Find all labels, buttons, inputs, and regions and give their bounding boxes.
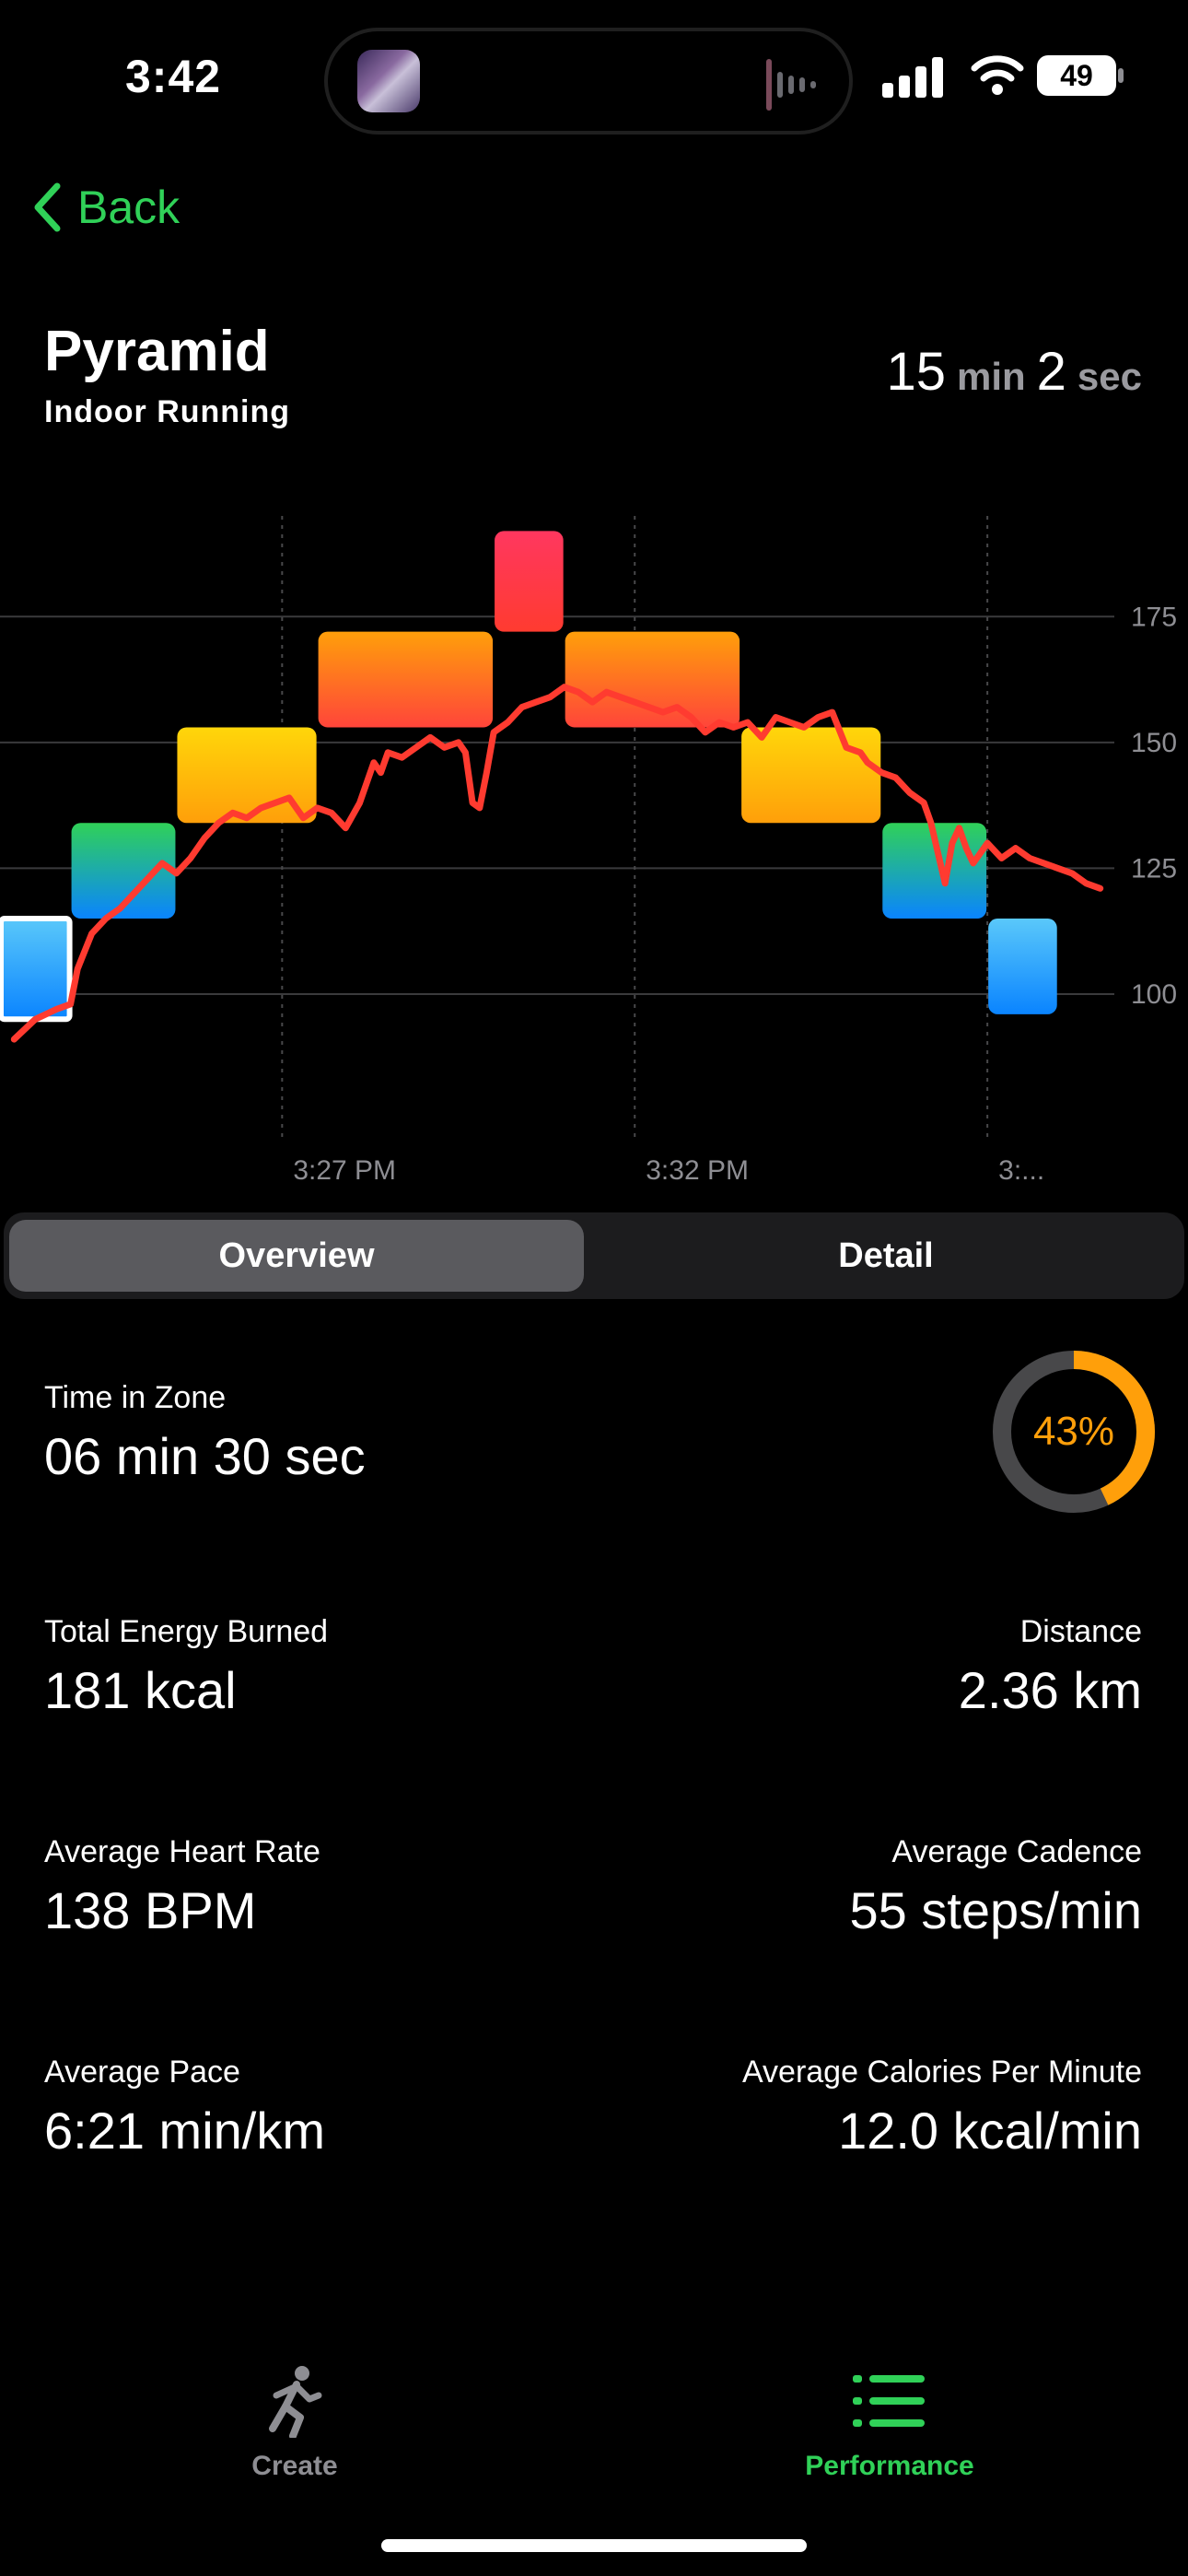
now-playing-artwork[interactable] xyxy=(357,50,420,112)
pace-label: Average Pace xyxy=(44,2055,240,2090)
x-tick-label: 3:... xyxy=(998,1155,1044,1186)
workout-duration: 15 min 2 sec xyxy=(886,341,1142,403)
zone-percent-text: 43% xyxy=(1032,1409,1115,1454)
battery-indicator: 49 xyxy=(1037,55,1125,96)
y-tick-label: 125 xyxy=(1131,853,1177,884)
avg-hr-value: 138 BPM xyxy=(44,1881,257,1939)
cadence-label: Average Cadence xyxy=(891,1834,1142,1869)
distance-value: 2.36 km xyxy=(958,1661,1142,1719)
zone-block-blue[interactable] xyxy=(988,919,1057,1014)
audio-waveform-icon xyxy=(766,59,816,111)
duration-seconds: 2 xyxy=(1036,342,1066,402)
y-tick-label: 100 xyxy=(1131,979,1177,1010)
tab-performance-label[interactable]: Performance xyxy=(805,2451,974,2481)
home-indicator[interactable] xyxy=(381,2539,807,2552)
list-icon xyxy=(853,2375,925,2427)
x-tick-label: 3:27 PM xyxy=(293,1155,396,1186)
wifi-icon xyxy=(971,55,1024,95)
segment-overview[interactable]: Overview xyxy=(9,1220,584,1292)
zone-block-green[interactable] xyxy=(71,823,176,919)
energy-label: Total Energy Burned xyxy=(44,1614,329,1649)
tab-performance[interactable] xyxy=(851,2373,928,2429)
zone-block-yellow[interactable] xyxy=(741,727,881,824)
chevron-left-icon xyxy=(34,182,61,232)
view-segmented-control[interactable]: Overview Detail xyxy=(4,1212,1184,1299)
running-figure-icon xyxy=(269,2366,322,2440)
y-tick-label: 150 xyxy=(1131,728,1177,758)
avg-hr-label: Average Heart Rate xyxy=(44,1834,320,1869)
zone-block-orange[interactable] xyxy=(318,631,494,728)
duration-minutes: 15 xyxy=(886,342,946,402)
segment-detail[interactable]: Detail xyxy=(838,1235,934,1275)
x-tick-label: 3:32 PM xyxy=(646,1155,749,1186)
cellular-signal-icon xyxy=(882,57,943,98)
energy-value: 181 kcal xyxy=(44,1661,237,1719)
zone-block-red[interactable] xyxy=(495,531,564,632)
zone-percent-ring xyxy=(993,1351,1155,1513)
tab-create-label[interactable]: Create xyxy=(251,2451,338,2481)
cal-per-min-value: 12.0 kcal/min xyxy=(838,2102,1142,2160)
back-label: Back xyxy=(77,181,181,233)
duration-min-unit: min xyxy=(956,355,1026,398)
time-in-zone-value: 06 min 30 sec xyxy=(44,1427,366,1485)
back-button[interactable]: Back xyxy=(33,181,180,234)
heart-rate-line xyxy=(10,684,1104,1043)
cadence-value: 55 steps/min xyxy=(849,1881,1143,1939)
cal-per-min-label: Average Calories Per Minute xyxy=(741,2055,1142,2090)
workout-title: Pyramid xyxy=(44,320,270,383)
zone-block-orange[interactable] xyxy=(565,631,740,728)
battery-level: 49 xyxy=(1060,58,1093,92)
duration-sec-unit: sec xyxy=(1077,355,1142,398)
time-in-zone-label: Time in Zone xyxy=(44,1380,227,1415)
heart-rate-chart[interactable]: 100 125 150 175 3:27 PM 3:32 PM 3:... xyxy=(0,516,1188,1198)
status-time: 3:42 xyxy=(125,51,222,102)
dynamic-island[interactable] xyxy=(324,28,853,135)
y-tick-label: 175 xyxy=(1131,602,1177,632)
distance-label: Distance xyxy=(1019,1614,1142,1649)
zone-block-green[interactable] xyxy=(882,823,987,919)
zone-block-blue[interactable] xyxy=(0,916,73,1023)
pace-value: 6:21 min/km xyxy=(44,2102,325,2160)
tab-create[interactable] xyxy=(249,2364,341,2440)
workout-subtitle: Indoor Running xyxy=(44,394,291,429)
